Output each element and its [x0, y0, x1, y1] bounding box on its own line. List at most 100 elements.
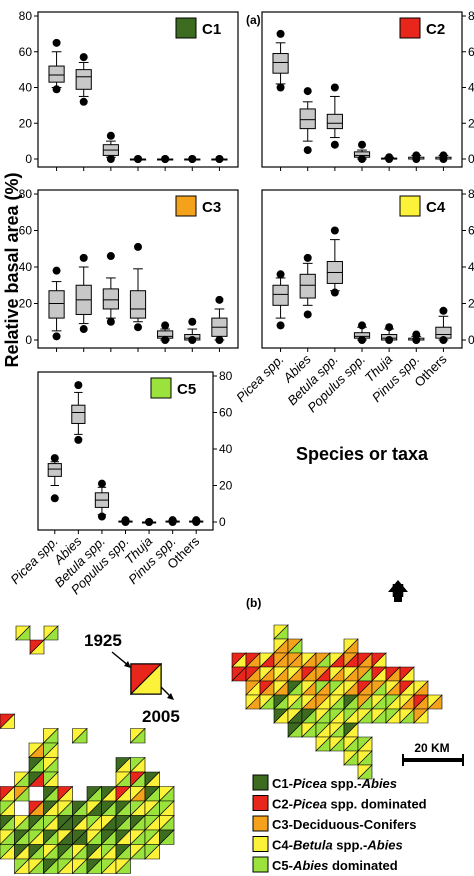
legend-prefix: C3- — [272, 817, 293, 832]
key-cell-2005 — [129, 662, 162, 695]
y-tick-label: 40 — [19, 260, 33, 274]
outlier-low — [52, 332, 61, 341]
box-c3-1 — [48, 266, 65, 341]
key-arrow-top-head — [124, 661, 131, 668]
box-c4-2 — [299, 253, 316, 319]
box-c4-6 — [408, 330, 425, 344]
box-c3-3 — [102, 252, 119, 326]
species-label: Picea spp. — [233, 352, 287, 406]
outlier-high — [134, 242, 142, 251]
grid-cell-map — [0, 624, 443, 875]
panel-c3: 0 20 40 60 80 C3 — [19, 187, 239, 352]
y-tick-label: 40 — [468, 81, 474, 95]
outlier-low — [303, 310, 312, 319]
x-axis-label: Species or taxa — [296, 444, 429, 464]
outlier-high — [303, 253, 312, 262]
box-iqr — [102, 288, 119, 310]
box-c2-7 — [435, 151, 452, 163]
legend-part: Abies — [361, 776, 397, 791]
cluster-label: C2 — [426, 21, 445, 38]
legend-part: Betula — [293, 838, 333, 853]
outlier-high — [412, 330, 421, 339]
y-tick-label: 20 — [19, 297, 33, 311]
cluster-label: C4 — [426, 199, 446, 216]
panel-a-label: (a) — [246, 13, 261, 27]
outlier-low — [161, 336, 170, 344]
outlier-low — [303, 146, 312, 155]
box-c3-5 — [157, 321, 174, 344]
outlier-high — [385, 323, 394, 332]
panel-c1: 0 20 40 60 80 C1 — [19, 9, 239, 171]
outlier-high — [52, 38, 61, 47]
outlier-low — [161, 155, 170, 163]
y-axis-label: Relative basal area (%) — [2, 172, 22, 367]
outlier-high — [79, 53, 88, 62]
outlier-low — [412, 336, 421, 344]
box-iqr — [71, 404, 86, 424]
outlier-high — [97, 479, 106, 488]
legend-swatch-c5 — [252, 856, 269, 873]
panel-c5: 0 20 40 60 80 C5 — [37, 369, 233, 534]
scale-bar: 20 KM — [402, 741, 464, 766]
outlier-low — [276, 83, 285, 92]
y-tick-label: 0 — [468, 152, 474, 166]
panel-b-label: (b) — [246, 596, 261, 610]
legend-label-c3: C3-Deciduous-Conifers — [272, 817, 416, 832]
cluster-label: C5 — [177, 381, 196, 398]
north-arrow: N — [388, 580, 408, 602]
y-tick-label: 80 — [468, 9, 474, 23]
outlier-low — [50, 494, 59, 503]
box-c4-7 — [435, 306, 452, 344]
box-iqr — [75, 69, 92, 90]
box-c3-6 — [184, 317, 201, 344]
y-tick-label: 60 — [468, 224, 474, 238]
box-c1-7 — [211, 155, 228, 163]
box-c4-4 — [353, 321, 371, 344]
outlier-low — [106, 317, 115, 326]
y-tick-label: 80 — [468, 187, 474, 201]
outlier-low — [385, 336, 394, 344]
cluster-swatch — [399, 195, 421, 217]
north-arrow-icon — [388, 580, 408, 602]
outlier-low — [134, 155, 142, 163]
y-tick-label: 40 — [468, 260, 474, 274]
y-tick-label: 60 — [19, 224, 33, 238]
box-c1-2 — [75, 53, 92, 106]
cluster-swatch — [175, 195, 197, 217]
outlier-high — [106, 131, 115, 140]
box-c2-2 — [299, 87, 316, 155]
box-c4-3 — [326, 226, 343, 297]
legend-part: spp.- — [333, 838, 368, 853]
outlier-high — [106, 252, 115, 261]
outlier-low — [188, 336, 197, 344]
cell-2005 — [115, 858, 131, 874]
cell-2005 — [43, 625, 59, 641]
box-c1-4 — [129, 155, 147, 163]
box-c2-3 — [326, 83, 343, 149]
outlier-low — [52, 85, 61, 94]
cell-2005 — [144, 843, 160, 860]
y-tick-label: 0 — [25, 152, 32, 166]
cell-2005 — [0, 713, 15, 729]
legend-part: Picea — [293, 776, 327, 791]
legend-swatch-c2 — [252, 795, 269, 811]
box-c1-5 — [157, 155, 174, 163]
box-iqr — [299, 108, 316, 130]
box-iqr — [48, 290, 65, 319]
outlier-low — [330, 288, 339, 297]
outlier-low — [134, 323, 142, 332]
box-c1-1 — [48, 38, 65, 94]
box-c1-6 — [184, 155, 201, 163]
box-c2-4 — [353, 140, 371, 163]
box-c3-2 — [75, 253, 92, 334]
legend-part: dominated — [328, 858, 397, 873]
cluster-label: C3 — [202, 199, 221, 216]
outlier-low — [358, 155, 366, 163]
y-tick-label: 80 — [19, 9, 33, 23]
y-tick-label: 20 — [219, 479, 233, 493]
cell-2005 — [427, 694, 443, 710]
outlier-low — [97, 512, 106, 521]
box-iqr — [326, 113, 343, 130]
